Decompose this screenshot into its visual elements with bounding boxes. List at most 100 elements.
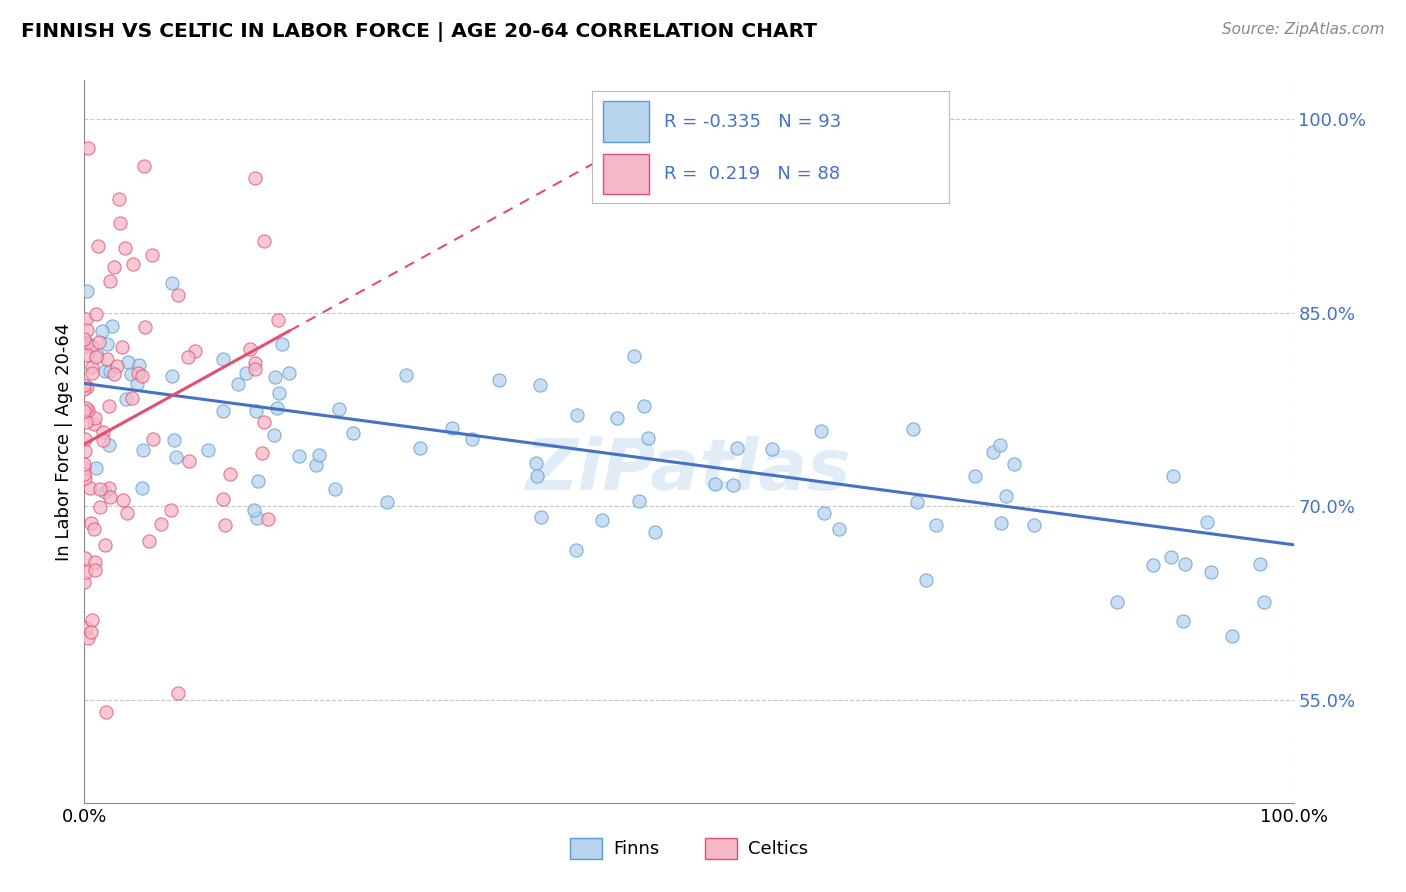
Y-axis label: In Labor Force | Age 20-64: In Labor Force | Age 20-64 — [55, 322, 73, 561]
Point — [177, 350, 200, 364]
Point — [1161, 468, 1184, 483]
Point — [526, 469, 548, 483]
Point — [925, 518, 948, 533]
Point — [488, 373, 510, 387]
Point — [288, 450, 311, 464]
Point — [87, 334, 110, 349]
Point — [112, 493, 135, 508]
Point — [637, 431, 659, 445]
Point — [1022, 517, 1045, 532]
Point — [1199, 565, 1222, 579]
Point — [138, 533, 160, 548]
Point — [212, 491, 235, 506]
Point — [76, 631, 98, 645]
Point — [226, 376, 249, 391]
Point — [1171, 614, 1194, 628]
Point — [183, 343, 205, 358]
Point — [80, 339, 103, 353]
Legend: Finns, Celtics: Finns, Celtics — [569, 838, 808, 859]
Point — [80, 516, 103, 531]
Point — [89, 500, 111, 515]
Point — [325, 482, 347, 496]
Point — [253, 415, 276, 429]
Point — [111, 340, 134, 354]
Point — [101, 318, 124, 333]
Point — [245, 171, 267, 186]
Point — [905, 494, 928, 508]
Point — [197, 443, 219, 458]
Point — [441, 421, 464, 435]
Point — [84, 555, 107, 569]
Point — [990, 516, 1012, 530]
Point — [89, 482, 111, 496]
Point — [86, 348, 108, 362]
Point — [723, 478, 745, 492]
Point — [1142, 558, 1164, 572]
Point — [75, 551, 97, 566]
Point — [83, 417, 105, 431]
Point — [246, 510, 269, 524]
Point — [77, 402, 100, 417]
Point — [132, 442, 155, 457]
Point — [73, 382, 96, 396]
Point — [988, 438, 1011, 452]
Point — [73, 378, 96, 392]
Point — [529, 378, 551, 392]
Point — [142, 432, 165, 446]
Point — [266, 401, 288, 416]
Point — [252, 446, 274, 460]
Point — [761, 442, 783, 457]
Point — [1002, 457, 1025, 471]
Point — [94, 538, 117, 552]
Text: ZiPatlas: ZiPatlas — [526, 436, 852, 505]
Point — [76, 337, 98, 351]
Point — [591, 513, 613, 527]
Point — [108, 192, 131, 206]
Point — [94, 706, 117, 720]
Point — [623, 349, 645, 363]
Point — [725, 441, 748, 455]
Point — [243, 361, 266, 376]
Point — [114, 241, 136, 255]
Point — [83, 563, 105, 577]
Point — [163, 433, 186, 447]
Point — [73, 433, 96, 447]
Point — [239, 343, 262, 357]
Text: Source: ZipAtlas.com: Source: ZipAtlas.com — [1222, 22, 1385, 37]
Point — [76, 379, 98, 393]
Point — [160, 502, 183, 516]
Point — [79, 481, 101, 495]
Point — [149, 517, 172, 532]
Point — [100, 491, 122, 505]
Point — [813, 506, 835, 520]
Point — [98, 400, 121, 414]
Point — [131, 482, 153, 496]
Point — [121, 391, 143, 405]
Point — [114, 392, 136, 407]
Point — [73, 467, 96, 482]
Point — [87, 238, 110, 252]
Point — [98, 274, 121, 288]
Point — [98, 363, 121, 377]
Point — [73, 339, 96, 353]
Point — [105, 359, 128, 373]
Point — [84, 350, 107, 364]
Point — [245, 404, 267, 418]
Point — [86, 307, 108, 321]
Point — [141, 248, 163, 262]
Point — [80, 359, 103, 374]
Point — [76, 335, 98, 350]
Point — [82, 367, 104, 381]
Point — [108, 216, 131, 230]
Point — [1160, 549, 1182, 564]
Point — [915, 573, 938, 587]
Point — [76, 322, 98, 336]
Point — [127, 377, 149, 392]
Point — [277, 366, 299, 380]
Point — [305, 458, 328, 473]
Point — [263, 427, 285, 442]
Point — [73, 444, 96, 458]
Point — [242, 502, 264, 516]
Point — [981, 445, 1004, 459]
Point — [235, 366, 257, 380]
